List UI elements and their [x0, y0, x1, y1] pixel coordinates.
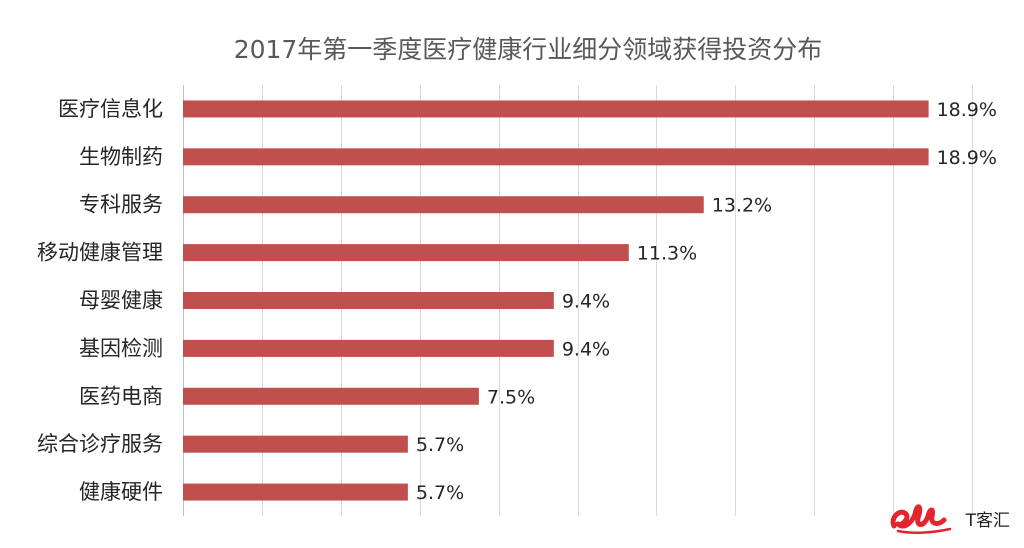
- bar: [183, 483, 408, 501]
- data-label: 5.7%: [416, 434, 464, 456]
- category-label: 健康硬件: [79, 480, 163, 504]
- bar: [183, 387, 479, 405]
- data-label: 11.3%: [637, 243, 697, 265]
- bar: [183, 148, 929, 166]
- category-label: 专科服务: [79, 193, 163, 217]
- bars: [183, 100, 929, 501]
- category-label: 综合诊疗服务: [37, 432, 163, 456]
- data-label: 7.5%: [487, 386, 535, 408]
- category-label: 基因检测: [79, 336, 163, 360]
- txh-logo-icon: [890, 504, 951, 534]
- watermark-text: T客汇: [965, 510, 1010, 531]
- data-label: 13.2%: [712, 195, 772, 217]
- category-labels: 医疗信息化生物制药专科服务移动健康管理母婴健康基因检测医药电商综合诊疗服务健康硬…: [37, 97, 163, 504]
- bar: [183, 339, 554, 357]
- data-label: 18.9%: [937, 99, 997, 121]
- data-label: 9.4%: [562, 291, 610, 313]
- chart-title: 2017年第一季度医疗健康行业细分领域获得投资分布: [234, 35, 823, 64]
- data-label: 9.4%: [562, 338, 610, 360]
- category-label: 生物制药: [79, 145, 163, 169]
- watermark: T客汇: [888, 500, 1010, 536]
- category-label: 母婴健康: [79, 289, 163, 313]
- bar: [183, 196, 704, 214]
- category-label: 移动健康管理: [37, 241, 163, 265]
- data-label: 5.7%: [416, 482, 464, 504]
- data-label: 18.9%: [937, 147, 997, 169]
- bar: [183, 100, 929, 118]
- category-label: 医疗信息化: [58, 97, 163, 121]
- category-label: 医药电商: [79, 384, 163, 408]
- value-labels: 18.9% 18.9% 13.2% 11.3% 9.4% 9.4% 7.5% 5.7% 5.7%: [416, 99, 997, 504]
- bar: [183, 292, 554, 309]
- bar: [183, 244, 629, 262]
- bar: [183, 435, 408, 453]
